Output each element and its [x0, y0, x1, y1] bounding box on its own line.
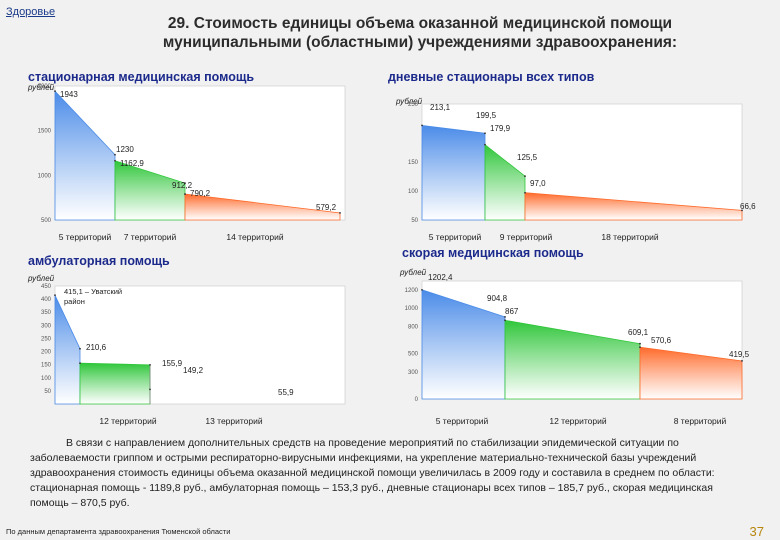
data-point-1-0: [421, 124, 423, 127]
data-point-0-2: [114, 159, 116, 162]
y-tick-label-2-3: 200: [41, 350, 52, 356]
y-tick-label-0-3: 2000: [38, 84, 52, 90]
unit-label-ambulance: рублей: [400, 268, 427, 277]
y-tick-label-0-0: 500: [41, 218, 52, 224]
y-tick-label-1-0: 50: [411, 218, 418, 224]
data-point-2-4: [149, 388, 151, 391]
data-point-0-3: [184, 182, 186, 185]
value-label-3-1: 904,8: [487, 294, 508, 303]
y-tick-label-2-6: 350: [41, 310, 52, 316]
y-tick-label-2-8: 450: [41, 284, 52, 290]
data-point-0-1: [114, 153, 116, 156]
annotation-2: 415,1 – Уватский район: [64, 287, 122, 306]
value-label-1-5: 66,6: [740, 202, 756, 211]
y-tick-label-3-0: 0: [415, 397, 419, 403]
data-point-2-3: [149, 363, 151, 366]
y-tick-label-2-5: 300: [41, 323, 52, 329]
value-label-3-2: 867: [505, 307, 519, 316]
area-segment-1-0: [421, 124, 486, 221]
data-point-0-4: [184, 193, 186, 195]
data-point-1-1: [484, 132, 486, 135]
y-tick-label-3-5: 1200: [405, 288, 419, 294]
data-point-0-0: [54, 90, 56, 92]
y-tick-label-0-1: 1000: [38, 173, 52, 179]
unit-label-day-hospital: рублей: [396, 97, 423, 106]
category-label-3-2: 8 территорий: [674, 416, 727, 426]
y-tick-label-2-0: 50: [44, 389, 51, 395]
summary-paragraph: В связи с направлением дополнительных ср…: [30, 437, 715, 509]
category-label-0-2: 14 территорий: [226, 232, 284, 242]
category-label-3-1: 12 территорий: [549, 416, 607, 426]
y-tick-label-3-2: 500: [408, 352, 419, 358]
value-label-3-3: 609,1: [628, 328, 649, 337]
data-point-0-5: [339, 212, 341, 214]
value-label-1-0: 213,1: [430, 103, 451, 112]
value-label-2-2: 155,9: [162, 359, 183, 368]
value-label-0-1: 1230: [116, 145, 134, 154]
data-point-2-0: [54, 294, 56, 297]
unit-label-inpatient: рублей: [28, 83, 55, 92]
y-tick-label-0-2: 1500: [38, 129, 52, 135]
chart-title-outpatient: амбулаторная помощь: [28, 254, 170, 268]
value-label-1-2: 179,9: [490, 124, 511, 133]
value-label-3-5: 419,5: [729, 350, 750, 359]
y-tick-label-3-3: 800: [408, 324, 419, 330]
y-tick-label-2-1: 100: [41, 376, 52, 382]
data-point-1-4: [524, 191, 526, 194]
data-point-3-1: [504, 315, 506, 318]
value-label-2-4: 55,9: [278, 388, 294, 397]
value-label-0-3: 912,2: [172, 181, 193, 190]
y-tick-label-2-2: 150: [41, 363, 52, 369]
y-tick-label-1-2: 150: [408, 160, 419, 166]
category-label-2-0: 12 территорий: [99, 416, 157, 426]
data-point-3-5: [741, 360, 743, 362]
value-label-0-0: 1943: [60, 90, 78, 99]
data-point-3-2: [504, 319, 506, 322]
data-point-2-2: [79, 362, 81, 365]
value-label-0-2: 1162,9: [120, 159, 144, 168]
y-tick-label-1-3: 250: [408, 102, 419, 108]
value-label-0-4: 790,2: [190, 189, 211, 198]
chart-title-inpatient: стационарная медицинская помощь: [28, 70, 255, 84]
y-tick-label-2-7: 400: [41, 297, 52, 303]
y-tick-label-3-4: 1000: [405, 306, 419, 312]
category-label-1-0: 5 территорий: [429, 232, 482, 242]
category-label-3-0: 5 территорий: [436, 416, 489, 426]
unit-label-outpatient: рублей: [28, 274, 55, 283]
y-tick-label-2-4: 250: [41, 336, 52, 342]
value-label-2-3: 149,2: [183, 366, 204, 375]
value-label-1-4: 97,0: [530, 179, 546, 188]
category-label-0-0: 5 территорий: [59, 232, 112, 242]
value-label-1-1: 199,5: [476, 111, 497, 120]
value-label-0-5: 579,2: [316, 203, 337, 212]
area-segment-2-1: [79, 362, 151, 405]
category-label-1-2: 18 территорий: [601, 232, 659, 242]
data-point-2-1: [79, 347, 81, 350]
category-label-1-1: 9 территорий: [500, 232, 553, 242]
section-tag-link[interactable]: Здоровье: [6, 6, 56, 18]
chart-title-ambulance: скорая медицинская помощь: [402, 246, 584, 260]
value-label-3-0: 1202,4: [428, 273, 453, 282]
data-point-3-3: [639, 342, 641, 345]
page-title: 29. Стоимость единицы объема оказанной м…: [162, 15, 678, 51]
value-label-2-1: 210,6: [86, 343, 107, 352]
data-point-1-3: [524, 175, 526, 178]
value-label-1-3: 125,5: [517, 153, 538, 162]
value-label-3-4: 570,6: [651, 336, 672, 345]
chart-title-day-hospital: дневные стационары всех типов: [388, 70, 595, 84]
category-label-2-1: 13 территорий: [205, 416, 263, 426]
y-tick-label-1-1: 100: [408, 189, 419, 195]
source-note: По данным департамента здравоохранения Т…: [6, 527, 231, 536]
data-point-3-0: [421, 288, 423, 291]
data-point-1-5: [741, 209, 743, 212]
category-label-0-1: 7 территорий: [124, 232, 177, 242]
data-point-3-4: [639, 346, 641, 349]
y-tick-label-3-1: 300: [408, 370, 419, 376]
page-number: 37: [749, 524, 764, 539]
data-point-1-2: [484, 143, 486, 146]
